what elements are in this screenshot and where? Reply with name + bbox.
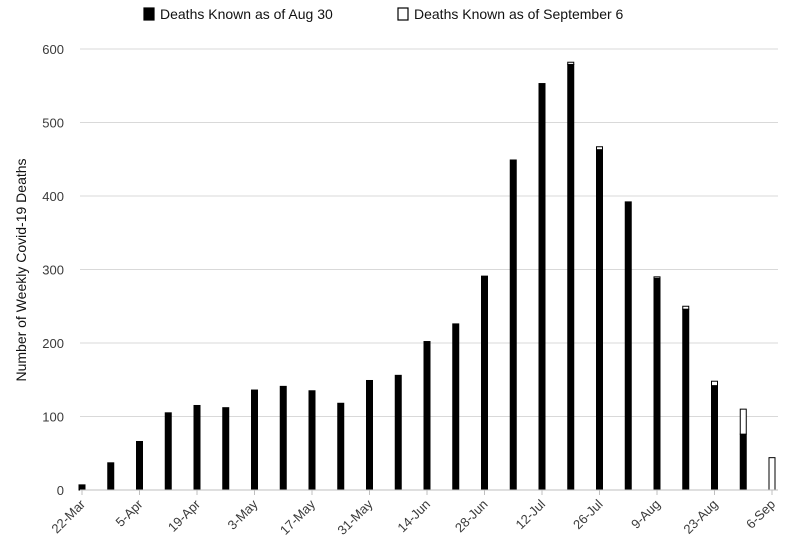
gridlines xyxy=(80,48,778,417)
bar-sep6 xyxy=(653,276,661,279)
bar-sep6 xyxy=(711,380,718,387)
bar-aug30 xyxy=(624,201,632,491)
x-tick-label: 22-Mar xyxy=(48,496,88,536)
bar-aug30 xyxy=(366,379,373,491)
bar-aug30 xyxy=(739,433,747,491)
bar-sep6 xyxy=(768,457,776,491)
y-axis-ticks: 0 100 200 300 400 500 600 xyxy=(42,42,64,498)
bar-aug30 xyxy=(251,389,258,491)
bar-aug30 xyxy=(509,159,517,491)
x-tick-label: 31-May xyxy=(334,496,376,538)
y-tick-label: 600 xyxy=(42,42,64,57)
x-tick-label: 14-Jun xyxy=(394,497,433,536)
bar-aug30 xyxy=(481,275,488,491)
bar-aug30 xyxy=(308,390,316,491)
bar-aug30 xyxy=(107,462,115,491)
y-tick-label: 400 xyxy=(42,189,64,204)
y-tick-label: 200 xyxy=(42,336,64,351)
bar-aug30 xyxy=(136,440,143,491)
legend-swatch-aug30 xyxy=(143,7,155,21)
bar-aug30 xyxy=(279,385,287,491)
legend-label-sep6: Deaths Known as of September 6 xyxy=(414,6,624,22)
y-tick-label: 500 xyxy=(42,116,64,131)
x-tick-label: 19-Apr xyxy=(165,496,204,535)
x-tick-label: 28-Jun xyxy=(452,497,491,536)
x-tick-label: 26-Jul xyxy=(570,496,606,532)
bar-aug30 xyxy=(567,63,575,491)
bar-aug30 xyxy=(452,323,460,491)
bars xyxy=(78,61,776,491)
legend-item-aug30: Deaths Known as of Aug 30 xyxy=(143,6,333,22)
bar-aug30 xyxy=(682,308,690,491)
legend-label-aug30: Deaths Known as of Aug 30 xyxy=(160,6,333,22)
bar-aug30 xyxy=(423,341,431,491)
x-tick-label: 6-Sep xyxy=(743,497,778,532)
bar-aug30 xyxy=(596,149,603,491)
y-tick-label: 0 xyxy=(57,483,64,498)
bar-aug30 xyxy=(222,407,230,491)
bar-sep6 xyxy=(682,305,690,310)
x-tick-label: 17-May xyxy=(277,496,319,538)
y-axis-label: Number of Weekly Covid-19 Deaths xyxy=(13,158,29,381)
bar-aug30 xyxy=(653,277,661,491)
x-tick-label: 12-Jul xyxy=(512,496,548,532)
y-tick-label: 300 xyxy=(42,263,64,278)
bar-aug30 xyxy=(711,385,718,491)
bar-aug30 xyxy=(337,402,345,491)
x-tick-label: 9-Aug xyxy=(628,497,663,532)
x-axis-ticks: 22-Mar 5-Apr 19-Apr 3-May 17-May 31-May 14-Jun… xyxy=(48,490,778,538)
x-tick-label: 5-Apr xyxy=(113,496,147,530)
y-tick-label: 100 xyxy=(42,410,64,425)
bar-aug30 xyxy=(538,83,546,491)
x-tick-label: 23-Aug xyxy=(680,497,720,537)
bar-aug30 xyxy=(394,374,402,491)
bar-sep6 xyxy=(596,146,603,151)
bar-sep6 xyxy=(567,61,575,65)
legend-item-sep6: Deaths Known as of September 6 xyxy=(397,6,624,22)
bar-aug30 xyxy=(164,412,172,491)
legend: Deaths Known as of Aug 30 Deaths Known a… xyxy=(143,6,624,22)
legend-swatch-sep6 xyxy=(397,7,409,21)
x-tick-label: 3-May xyxy=(224,496,260,532)
bar-aug30 xyxy=(78,484,86,491)
bar-sep6 xyxy=(739,408,747,435)
bar-aug30 xyxy=(193,404,201,491)
